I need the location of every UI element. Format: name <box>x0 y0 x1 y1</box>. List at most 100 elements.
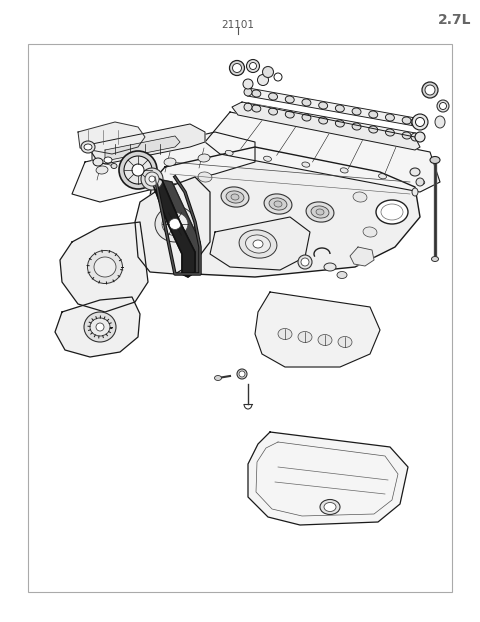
Polygon shape <box>247 88 416 126</box>
Polygon shape <box>232 102 420 150</box>
Ellipse shape <box>385 114 395 121</box>
Ellipse shape <box>231 194 239 200</box>
Ellipse shape <box>318 335 332 345</box>
Ellipse shape <box>155 206 195 242</box>
Ellipse shape <box>324 263 336 271</box>
Ellipse shape <box>402 117 411 124</box>
Ellipse shape <box>264 194 292 214</box>
Ellipse shape <box>149 176 155 182</box>
Ellipse shape <box>337 271 347 279</box>
Ellipse shape <box>412 188 418 196</box>
Ellipse shape <box>411 118 419 126</box>
Ellipse shape <box>164 158 176 166</box>
Ellipse shape <box>269 93 277 100</box>
Ellipse shape <box>352 108 361 115</box>
Ellipse shape <box>336 105 344 112</box>
Ellipse shape <box>269 198 287 210</box>
Ellipse shape <box>229 60 244 75</box>
Polygon shape <box>162 180 200 274</box>
Ellipse shape <box>215 376 221 381</box>
Ellipse shape <box>169 218 181 230</box>
Ellipse shape <box>141 168 163 190</box>
Ellipse shape <box>319 102 328 109</box>
Polygon shape <box>105 136 180 161</box>
Ellipse shape <box>301 258 309 266</box>
Ellipse shape <box>198 172 212 182</box>
Ellipse shape <box>422 82 438 98</box>
Polygon shape <box>247 103 416 141</box>
Ellipse shape <box>104 157 112 163</box>
Ellipse shape <box>264 156 272 161</box>
Ellipse shape <box>278 328 292 340</box>
Ellipse shape <box>130 162 142 170</box>
Ellipse shape <box>381 204 403 220</box>
Ellipse shape <box>226 191 244 203</box>
Ellipse shape <box>274 201 282 207</box>
Ellipse shape <box>298 332 312 343</box>
Ellipse shape <box>252 105 261 112</box>
Ellipse shape <box>353 192 367 202</box>
Polygon shape <box>248 432 408 525</box>
Ellipse shape <box>162 213 188 236</box>
Polygon shape <box>350 247 374 266</box>
Polygon shape <box>148 147 420 277</box>
Ellipse shape <box>237 369 247 379</box>
Polygon shape <box>210 217 310 270</box>
Ellipse shape <box>363 227 377 237</box>
Ellipse shape <box>274 73 282 81</box>
Ellipse shape <box>253 240 263 248</box>
Ellipse shape <box>90 318 110 336</box>
Ellipse shape <box>246 235 270 253</box>
Ellipse shape <box>440 103 446 109</box>
Ellipse shape <box>257 75 268 85</box>
Ellipse shape <box>124 156 152 184</box>
Ellipse shape <box>87 251 122 284</box>
Ellipse shape <box>311 206 329 218</box>
Ellipse shape <box>81 141 95 153</box>
Ellipse shape <box>93 158 103 166</box>
Ellipse shape <box>225 151 233 156</box>
Ellipse shape <box>285 111 294 118</box>
Ellipse shape <box>244 88 252 96</box>
Polygon shape <box>255 292 380 367</box>
Ellipse shape <box>410 168 420 176</box>
Ellipse shape <box>302 162 310 167</box>
Ellipse shape <box>244 103 252 111</box>
Ellipse shape <box>119 151 157 189</box>
Ellipse shape <box>94 257 116 277</box>
Ellipse shape <box>437 100 449 112</box>
Ellipse shape <box>247 60 260 73</box>
Ellipse shape <box>416 178 424 186</box>
Ellipse shape <box>96 166 108 174</box>
Ellipse shape <box>352 123 361 130</box>
Ellipse shape <box>243 79 253 89</box>
Ellipse shape <box>285 96 294 103</box>
Polygon shape <box>205 112 440 192</box>
Ellipse shape <box>324 503 336 511</box>
Ellipse shape <box>320 499 340 514</box>
Ellipse shape <box>198 154 210 162</box>
Polygon shape <box>78 122 145 154</box>
Polygon shape <box>72 132 255 202</box>
Polygon shape <box>60 222 148 312</box>
Ellipse shape <box>132 164 144 176</box>
Ellipse shape <box>252 90 261 97</box>
Ellipse shape <box>435 116 445 128</box>
Ellipse shape <box>239 230 277 258</box>
Ellipse shape <box>402 132 411 139</box>
Ellipse shape <box>145 172 159 186</box>
Ellipse shape <box>415 132 425 142</box>
Ellipse shape <box>319 117 328 124</box>
Ellipse shape <box>302 114 311 121</box>
Ellipse shape <box>385 129 395 136</box>
Ellipse shape <box>336 120 344 127</box>
Ellipse shape <box>302 99 311 106</box>
Polygon shape <box>135 177 210 274</box>
Ellipse shape <box>84 144 92 150</box>
Ellipse shape <box>84 312 116 342</box>
Ellipse shape <box>250 62 256 70</box>
Bar <box>28 44 452 592</box>
Ellipse shape <box>269 108 277 115</box>
Ellipse shape <box>221 187 249 207</box>
Ellipse shape <box>298 255 312 269</box>
